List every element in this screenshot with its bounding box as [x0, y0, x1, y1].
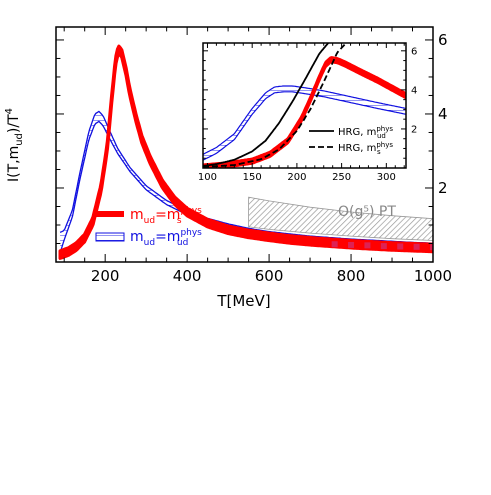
- inset-series-hrg-s: [203, 43, 347, 168]
- inset-x-tick-label: 250: [332, 172, 351, 183]
- inset-series-mud-band: [203, 86, 406, 161]
- main-y-tick-label: 6: [438, 31, 448, 49]
- pt-band: [248, 196, 433, 241]
- inset-plot: 100 150 200 250 300 2 4 6 HRG, mphys ud HRG, mph…: [198, 42, 417, 183]
- main-y-tick-label: 4: [438, 105, 448, 123]
- series-ms-point: [397, 243, 404, 250]
- x-axis-label: T[MeV]: [216, 292, 270, 310]
- main-plot: 200 400 600 800 1000 2 4 6 T[MeV] I(T,mud)/T4 m…: [4, 26, 452, 310]
- pt-label: O(g⁵) PT: [338, 204, 396, 220]
- inset-x-tick-label: 200: [287, 172, 306, 183]
- main-x-tick-label: 800: [337, 267, 366, 285]
- inset-series-hrg-ud: [203, 43, 329, 167]
- inset-series-mud-lower: [203, 91, 406, 161]
- inset-legend: HRG, mphys ud HRG, mphys s: [309, 125, 393, 156]
- inset-frame: [202, 42, 407, 169]
- series-ms-point: [380, 243, 387, 250]
- inset-y-tick-label: 6: [411, 46, 417, 57]
- inset-y-tick-label: 2: [411, 124, 417, 135]
- inset-series-mud-upper: [203, 85, 406, 155]
- inset-series-ms-band: [203, 56, 406, 168]
- series-ms-point: [430, 244, 433, 251]
- legend-item-ms: mud=mphys s: [96, 206, 202, 226]
- series-ms-point: [364, 242, 371, 249]
- legend-label-mud: mud=mphys ud: [130, 228, 202, 248]
- legend: mud=mphys s mud=mphys ud: [95, 206, 202, 248]
- main-frame: [55, 26, 434, 263]
- inset-x-tick-label: 300: [377, 172, 396, 183]
- main-x-tick-label: 400: [173, 267, 202, 285]
- main-y-tick-label: 2: [438, 179, 448, 197]
- series-ms-point: [413, 243, 420, 250]
- series-ms-band: [58, 44, 433, 260]
- legend-label-ms: mud=mphys s: [130, 206, 202, 226]
- y-axis-label: I(T,mud)/T4: [4, 108, 25, 182]
- inset-y-tick-label: 4: [411, 85, 417, 96]
- inset-x-tick-label: 100: [198, 172, 217, 183]
- legend-item-mud: mud=mphys ud: [95, 228, 202, 248]
- main-x-tick-label: 1000: [414, 267, 452, 285]
- legend-swatch-mud: [95, 232, 125, 242]
- inset-legend-label-hrg-s: HRG, mphys s: [338, 141, 393, 156]
- series-ms-point: [331, 241, 338, 248]
- inset-legend-label-hrg-ud: HRG, mphys ud: [338, 125, 393, 140]
- inset-x-tick-label: 150: [243, 172, 262, 183]
- series-ms-point: [348, 241, 355, 248]
- main-x-tick-label: 200: [91, 267, 120, 285]
- main-x-tick-label: 600: [255, 267, 284, 285]
